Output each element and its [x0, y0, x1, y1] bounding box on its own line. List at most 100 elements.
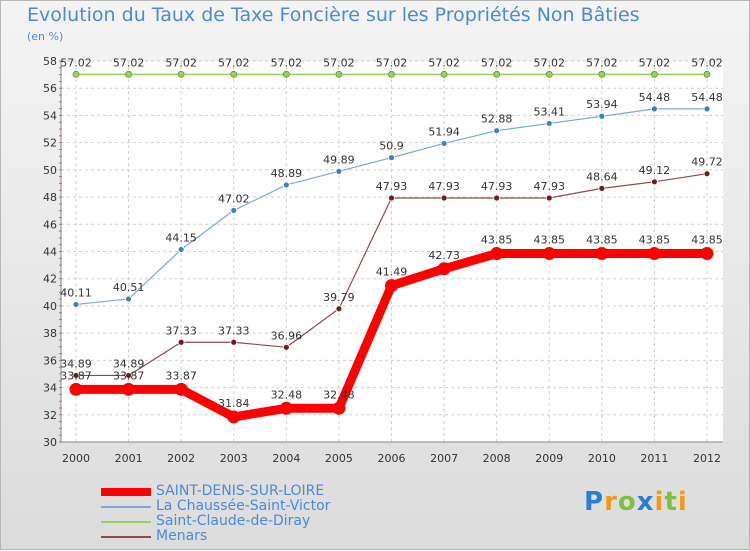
data-point: [651, 105, 658, 113]
data-point: [72, 70, 80, 78]
data-point: [493, 127, 501, 135]
data-label: 57.02: [113, 56, 145, 69]
data-label: 37.33: [218, 324, 250, 337]
data-label: 48.89: [271, 167, 303, 180]
y-tick-label: 42: [43, 273, 57, 286]
data-label: 57.02: [534, 56, 566, 69]
data-point: [440, 70, 448, 78]
x-tick-label: 2007: [430, 452, 458, 465]
data-point: [72, 372, 80, 379]
y-tick-label: 54: [43, 109, 57, 122]
data-label-layer: 57.02 57.02 57.02 57.02 57.02 57.02 57.02 57.02…: [60, 56, 723, 410]
legend-item: Menars: [101, 528, 431, 545]
data-label: 43.85: [639, 234, 671, 247]
data-point: [122, 382, 136, 396]
y-tick-label: 34: [43, 382, 57, 395]
data-label: 32.48: [323, 388, 355, 401]
data-point: [440, 140, 448, 147]
data-point: [72, 301, 80, 308]
logo-letter: r: [604, 487, 618, 517]
data-point: [651, 70, 658, 78]
y-tick-label: 58: [43, 55, 57, 68]
data-point: [388, 194, 395, 202]
data-label: 47.93: [376, 180, 408, 193]
data-point: [598, 112, 606, 120]
data-point: [703, 105, 711, 113]
data-label: 47.93: [534, 180, 566, 193]
legend: SAINT-DENIS-SUR-LOIRE La Chaussée-Saint-V…: [101, 483, 431, 545]
data-point: [174, 382, 188, 396]
data-point: [651, 178, 658, 186]
data-point: [230, 207, 238, 214]
data-point: [700, 247, 714, 261]
data-label: 48.64: [586, 170, 618, 183]
data-point: [437, 262, 451, 276]
data-label: 47.93: [481, 180, 513, 193]
data-label: 57.02: [586, 56, 618, 69]
data-point: [125, 372, 132, 379]
data-label: 50.9: [379, 140, 404, 153]
data-label: 57.02: [428, 56, 460, 69]
data-label: 57.02: [691, 56, 723, 69]
data-label: 43.85: [691, 234, 723, 247]
data-label: 51.94: [428, 125, 460, 138]
y-tick-label: 52: [43, 137, 57, 150]
data-point: [227, 410, 241, 424]
data-label: 43.85: [481, 234, 513, 247]
x-tick-label: 2009: [535, 452, 563, 465]
legend-swatch: [101, 521, 151, 523]
x-tick-label: 2000: [62, 452, 90, 465]
data-point: [545, 194, 553, 202]
logo-letter: t: [664, 487, 678, 517]
y-tick-label: 48: [43, 191, 57, 204]
data-label: 57.02: [218, 56, 250, 69]
y-tick-label: 50: [43, 164, 57, 177]
series-layer: [69, 70, 714, 424]
data-label: 47.02: [218, 192, 250, 205]
data-label: 49.72: [691, 156, 723, 169]
data-label: 44.15: [165, 231, 197, 244]
x-tick-label: 2003: [220, 452, 248, 465]
legend-swatch: [101, 506, 151, 508]
x-tick-label: 2006: [378, 452, 406, 465]
y-tick-label: 32: [43, 409, 57, 422]
x-tick-label: 2002: [167, 452, 195, 465]
logo-letter: i: [654, 487, 665, 517]
data-label: 40.11: [60, 286, 92, 299]
x-tick-label: 2001: [115, 452, 143, 465]
legend-label: La Chaussée-Saint-Victor: [156, 498, 331, 514]
axis-layer: 30 32 34 36 38 40 42 44 46 48 50 52 54 56 58 2000 2001 20…: [43, 55, 723, 465]
chart-title: Evolution du Taux de Taxe Foncière sur l…: [27, 4, 640, 26]
data-point: [388, 70, 395, 78]
data-point: [230, 70, 238, 78]
data-point: [490, 247, 504, 261]
data-label: 43.85: [586, 234, 618, 247]
legend-label: SAINT-DENIS-SUR-LOIRE: [156, 483, 325, 499]
data-label: 34.89: [60, 357, 92, 370]
x-tick-label: 2005: [325, 452, 353, 465]
data-point: [177, 246, 185, 253]
legend-item: Saint-Claude-de-Diray: [101, 513, 431, 530]
data-point: [598, 184, 606, 192]
data-label: 52.88: [481, 113, 513, 126]
data-point: [335, 167, 343, 175]
data-label: 32.48: [271, 388, 303, 401]
data-point: [332, 401, 346, 415]
data-point: [279, 401, 293, 415]
data-point: [385, 279, 398, 293]
data-label: 49.12: [639, 164, 671, 177]
legend-swatch: [101, 536, 151, 538]
data-point: [282, 70, 290, 78]
x-tick-label: 2004: [272, 452, 300, 465]
data-label: 47.93: [428, 180, 460, 193]
data-point: [493, 70, 501, 78]
data-point: [493, 194, 501, 202]
data-label: 33.87: [165, 369, 197, 382]
data-label: 34.89: [113, 357, 145, 370]
data-label: 57.02: [639, 56, 671, 69]
data-point: [125, 295, 132, 303]
data-point: [703, 170, 711, 178]
legend-swatch: [101, 488, 151, 496]
y-tick-label: 38: [43, 327, 57, 340]
